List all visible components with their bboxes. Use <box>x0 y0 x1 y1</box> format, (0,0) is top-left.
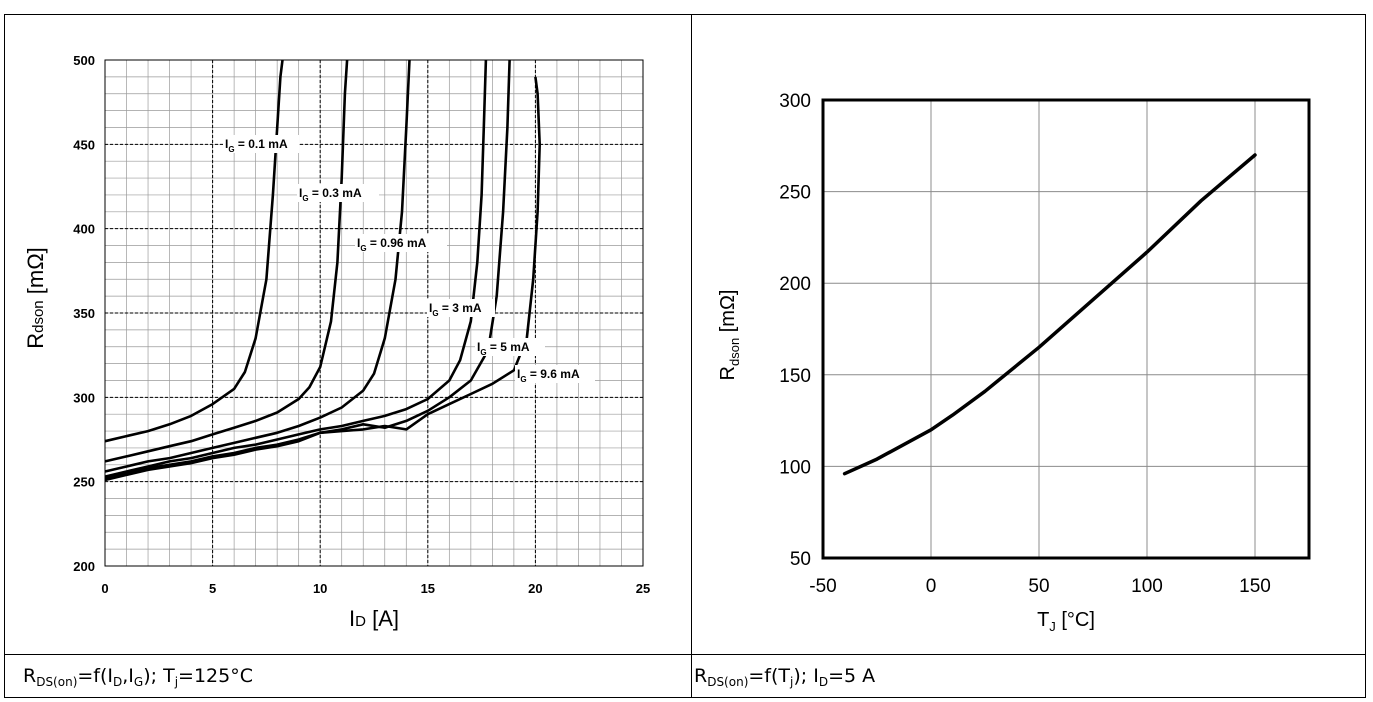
x-tick-label: 5 <box>209 581 216 596</box>
x-tick-label: 100 <box>1131 576 1163 597</box>
x-tick-label: 25 <box>636 581 650 596</box>
y-tick-label: 50 <box>790 549 811 570</box>
x-tick-label: 10 <box>313 581 327 596</box>
rdson-vs-tj-chart: -50 0 50 100 150 50 100 150 200 250 300 TJ [°C] Rdso… <box>717 91 1311 634</box>
right-caption-cell: RDS(on)=f(Tj); ID=5 A <box>691 654 1366 698</box>
series-line <box>104 59 411 473</box>
y-tick-label: 200 <box>73 559 95 574</box>
y-tick-label: 100 <box>779 457 811 478</box>
x-axis-label: TJ [°C] <box>1037 609 1095 634</box>
x-axis-label: ID [A] <box>349 606 399 631</box>
annotation-bg <box>515 365 595 383</box>
series-annotation: IG = 0.1 mA <box>225 137 288 154</box>
series-line <box>104 59 511 480</box>
series-line <box>104 76 542 482</box>
left-caption-cell: RDS(on)=f(ID,IG); Tj=125°C <box>4 654 692 698</box>
right-caption: RDS(on)=f(Tj); ID=5 A <box>694 665 876 689</box>
y-tick-label: 150 <box>779 366 811 387</box>
x-tick-label: 50 <box>1028 576 1049 597</box>
y-axis-label: Rdson [mΩ] <box>23 247 48 349</box>
y-tick-label: 350 <box>73 306 95 321</box>
y-tick-label: 450 <box>73 137 95 152</box>
series-annotation: IG = 9.6 mA <box>517 367 580 384</box>
series-annotation: IG = 3 mA <box>429 301 482 318</box>
series-line <box>104 59 349 463</box>
series-annotation: IG = 5 mA <box>477 340 530 357</box>
annotation-bg <box>427 299 495 317</box>
y-tick-label: 300 <box>779 91 811 112</box>
series-annotation: IG = 0.96 mA <box>357 236 427 253</box>
y-tick-label: 250 <box>779 183 811 204</box>
x-tick-label: 0 <box>101 581 108 596</box>
series-annotation: IG = 0.3 mA <box>299 186 362 203</box>
annotation-bg <box>223 135 299 153</box>
x-tick-label: 15 <box>421 581 435 596</box>
y-tick-label: 500 <box>73 53 95 68</box>
x-tick-label: 0 <box>926 576 937 597</box>
x-tick-label: -50 <box>809 576 836 597</box>
right-chart-cell: -50 0 50 100 150 50 100 150 200 250 300 TJ [°C] Rdso… <box>691 14 1366 655</box>
y-tick-label: 300 <box>73 390 95 405</box>
rdson-vs-id-chart: 0 5 10 15 20 25 200 250 300 350 400 450 500 IG = 0.1 … <box>23 53 650 631</box>
y-tick-label: 250 <box>73 475 95 490</box>
y-tick-label: 200 <box>779 274 811 295</box>
left-caption: RDS(on)=f(ID,IG); Tj=125°C <box>23 665 253 689</box>
annotation-bg <box>475 338 545 356</box>
y-tick-label: 400 <box>73 222 95 237</box>
x-tick-label: 150 <box>1239 576 1271 597</box>
plot-area-border <box>104 59 644 567</box>
y-axis-label: Rdson [mΩ] <box>717 290 742 381</box>
left-chart-cell: 0 5 10 15 20 25 200 250 300 350 400 450 500 IG = 0.1 … <box>4 14 692 655</box>
annotation-bg <box>297 184 379 202</box>
annotation-bg <box>355 234 447 252</box>
x-tick-label: 20 <box>528 581 542 596</box>
series-line <box>842 153 1257 476</box>
plot-area-border <box>821 98 1311 560</box>
